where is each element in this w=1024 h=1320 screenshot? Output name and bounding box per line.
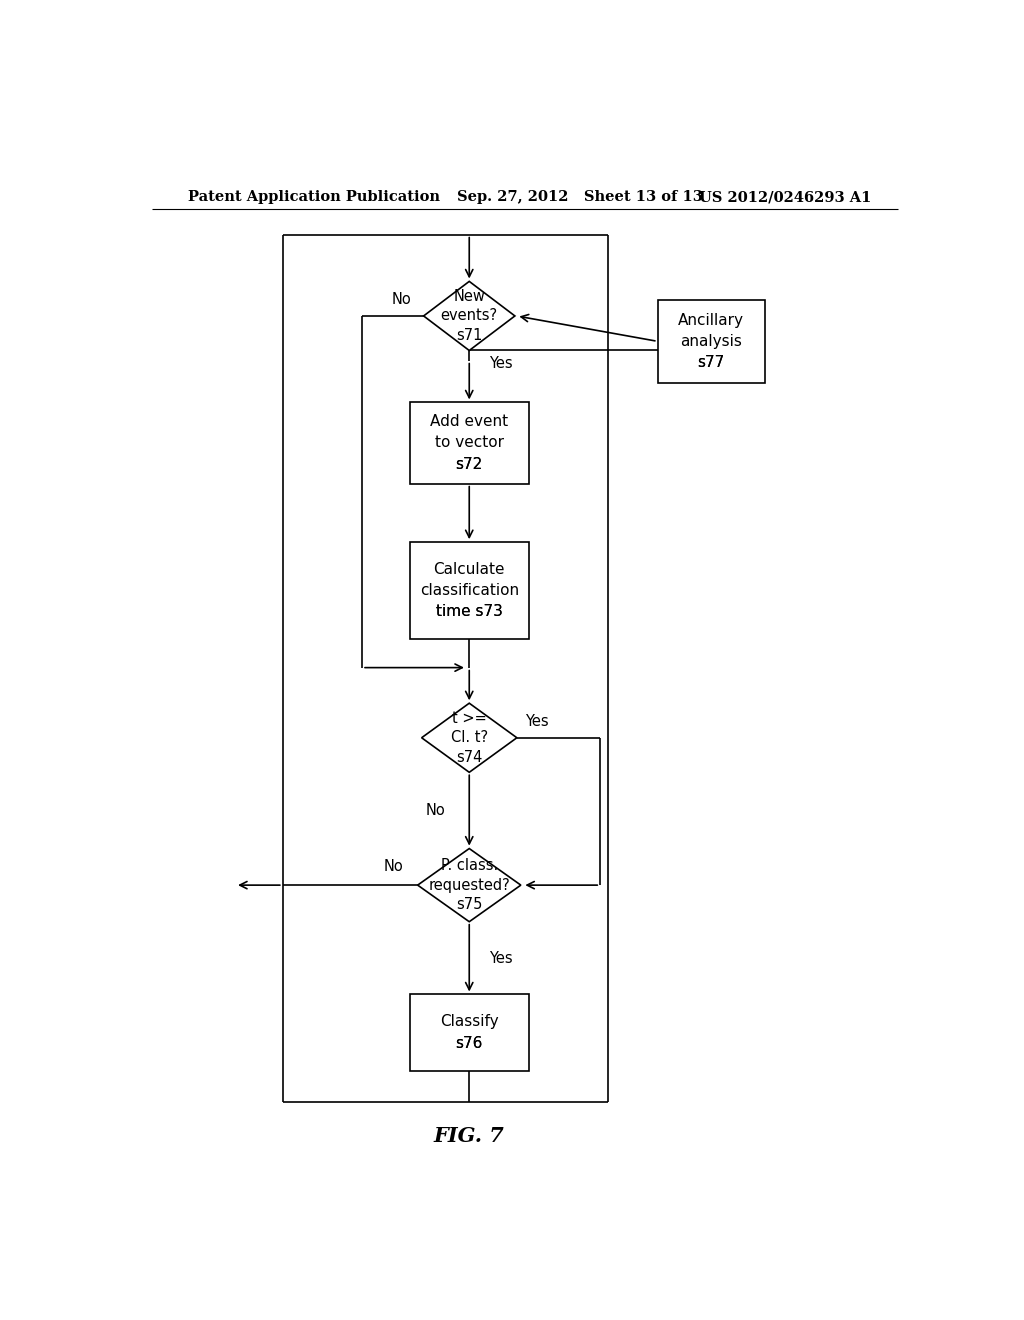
Text: t >=: t >= bbox=[452, 711, 486, 726]
Text: New: New bbox=[454, 289, 485, 304]
Polygon shape bbox=[418, 849, 521, 921]
Text: s76: s76 bbox=[456, 1036, 483, 1051]
Polygon shape bbox=[424, 281, 515, 351]
Text: Add event: Add event bbox=[430, 414, 508, 429]
FancyBboxPatch shape bbox=[410, 403, 528, 483]
Text: classification: classification bbox=[420, 583, 519, 598]
Text: analysis: analysis bbox=[680, 334, 742, 348]
Text: Ancillary: Ancillary bbox=[678, 313, 744, 327]
Text: time s73: time s73 bbox=[436, 605, 503, 619]
Text: s76: s76 bbox=[456, 1036, 483, 1051]
Text: No: No bbox=[392, 292, 412, 308]
FancyBboxPatch shape bbox=[657, 300, 765, 383]
Text: Sep. 27, 2012   Sheet 13 of 13: Sep. 27, 2012 Sheet 13 of 13 bbox=[458, 190, 703, 205]
Text: events?: events? bbox=[440, 309, 498, 323]
Text: Yes: Yes bbox=[489, 950, 513, 965]
Text: FIG. 7: FIG. 7 bbox=[434, 1126, 505, 1146]
Text: s77: s77 bbox=[697, 355, 725, 370]
Text: s77: s77 bbox=[697, 355, 725, 370]
Text: Calculate: Calculate bbox=[433, 561, 505, 577]
Text: No: No bbox=[384, 859, 403, 874]
Text: Yes: Yes bbox=[489, 355, 513, 371]
Text: s74: s74 bbox=[456, 750, 482, 764]
Text: s72: s72 bbox=[456, 457, 483, 471]
Text: s72: s72 bbox=[456, 457, 483, 471]
Text: Yes: Yes bbox=[525, 714, 549, 729]
Text: Classify: Classify bbox=[440, 1014, 499, 1030]
Text: Patent Application Publication: Patent Application Publication bbox=[187, 190, 439, 205]
Text: s75: s75 bbox=[456, 896, 482, 912]
Text: US 2012/0246293 A1: US 2012/0246293 A1 bbox=[699, 190, 871, 205]
FancyBboxPatch shape bbox=[410, 994, 528, 1071]
FancyBboxPatch shape bbox=[410, 543, 528, 639]
Text: time s73: time s73 bbox=[436, 605, 503, 619]
Polygon shape bbox=[422, 704, 517, 772]
Text: s71: s71 bbox=[456, 327, 482, 343]
Text: requested?: requested? bbox=[428, 878, 510, 892]
Text: to vector: to vector bbox=[435, 436, 504, 450]
Text: Cl. t?: Cl. t? bbox=[451, 730, 487, 746]
Text: P. class.: P. class. bbox=[440, 858, 498, 874]
Text: No: No bbox=[426, 803, 445, 818]
